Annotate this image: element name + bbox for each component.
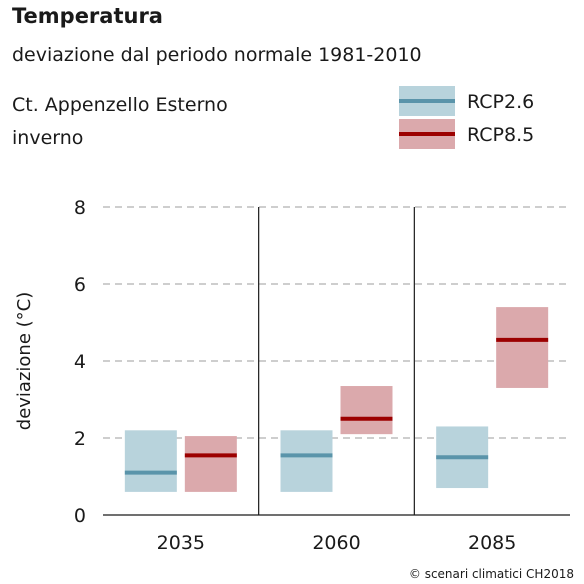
y-tick-label: 0	[74, 505, 86, 527]
x-tick-label: 2035	[157, 532, 205, 554]
y-tick-label: 8	[74, 197, 86, 219]
y-tick-label: 6	[74, 274, 86, 296]
credit-text: © scenari climatici CH2018	[408, 567, 574, 581]
range-bar-rcp26	[280, 430, 333, 492]
y-axis-label: deviazione (°C)	[14, 292, 35, 430]
range-bar-rcp85	[496, 307, 549, 388]
season-label: inverno	[12, 127, 84, 149]
y-tick-label: 4	[74, 351, 86, 373]
grid-layer	[103, 206, 570, 439]
x-tick-label: 2060	[312, 532, 360, 554]
legend-label: RCP8.5	[467, 124, 534, 146]
range-bar-rcp85	[340, 386, 393, 435]
axis-layer: 0 2 4 6 8 2035 2060 2085	[74, 197, 570, 554]
region-label: Ct. Appenzello Esterno	[12, 94, 228, 116]
legend: RCP2.6 RCP8.5	[399, 86, 534, 149]
bar-layer	[124, 307, 549, 492]
range-bar-rcp26	[124, 430, 177, 492]
x-tick-label: 2085	[468, 532, 516, 554]
chart-title: Temperatura	[12, 4, 163, 28]
chart-subtitle: deviazione dal periodo normale 1981-2010	[12, 44, 422, 66]
y-tick-label: 2	[74, 428, 86, 450]
range-bar-rcp85	[184, 436, 237, 492]
legend-label: RCP2.6	[467, 91, 534, 113]
